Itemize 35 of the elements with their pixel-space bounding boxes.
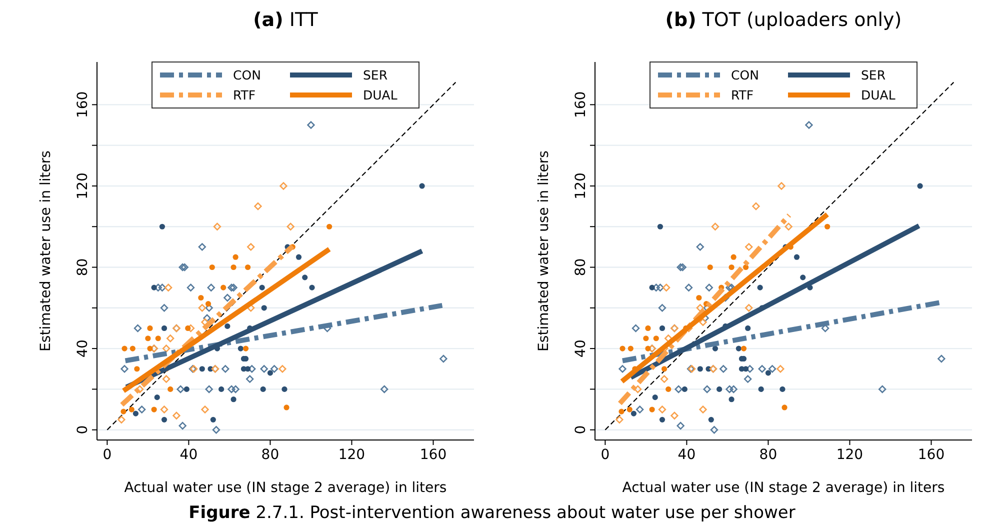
- y-tick-label: 160: [573, 91, 589, 118]
- caption: Figure 2.7.1. Post-intervention awareness about water use per shower: [188, 503, 796, 523]
- legend-label: DUAL: [363, 88, 398, 102]
- x-tick-label: 160: [918, 447, 945, 463]
- chart-title: (a) ITT: [253, 9, 318, 31]
- legend-label: CON: [731, 68, 759, 82]
- legend-label: RTF: [731, 88, 754, 102]
- x-tick-label: 120: [836, 447, 864, 463]
- y-tick-label: 40: [573, 340, 589, 358]
- x-tick-label: 160: [420, 447, 447, 463]
- x-tick-label: 40: [678, 447, 696, 463]
- x-tick-label: 80: [261, 447, 280, 463]
- x-tick-label: 0: [600, 447, 610, 463]
- y-tick-label: 40: [75, 340, 91, 358]
- y-tick-label: 0: [75, 425, 91, 434]
- x-axis-title: Actual water use (IN stage 2 average) in liters: [622, 480, 945, 496]
- x-tick-label: 80: [759, 447, 778, 463]
- x-tick-label: 40: [180, 447, 198, 463]
- y-axis-title: Estimated water use in liters: [38, 150, 54, 352]
- y-tick-label: 160: [75, 91, 91, 118]
- y-tick-label: 0: [573, 425, 589, 434]
- y-tick-label: 80: [573, 258, 589, 276]
- legend-label: SER: [861, 68, 886, 82]
- x-axis-title: Actual water use (IN stage 2 average) in liters: [124, 480, 447, 496]
- y-axis-title: Estimated water use in liters: [536, 150, 552, 352]
- y-tick-label: 120: [75, 172, 91, 200]
- legend-label: SER: [363, 68, 388, 82]
- chart-title: (b) TOT (uploaders only): [665, 9, 902, 31]
- x-tick-label: 120: [338, 447, 366, 463]
- y-tick-label: 80: [75, 258, 91, 276]
- x-tick-label: 0: [102, 447, 112, 463]
- legend-label: RTF: [233, 88, 256, 102]
- y-tick-label: 120: [573, 172, 589, 200]
- legend-label: DUAL: [861, 88, 896, 102]
- legend-label: CON: [233, 68, 261, 82]
